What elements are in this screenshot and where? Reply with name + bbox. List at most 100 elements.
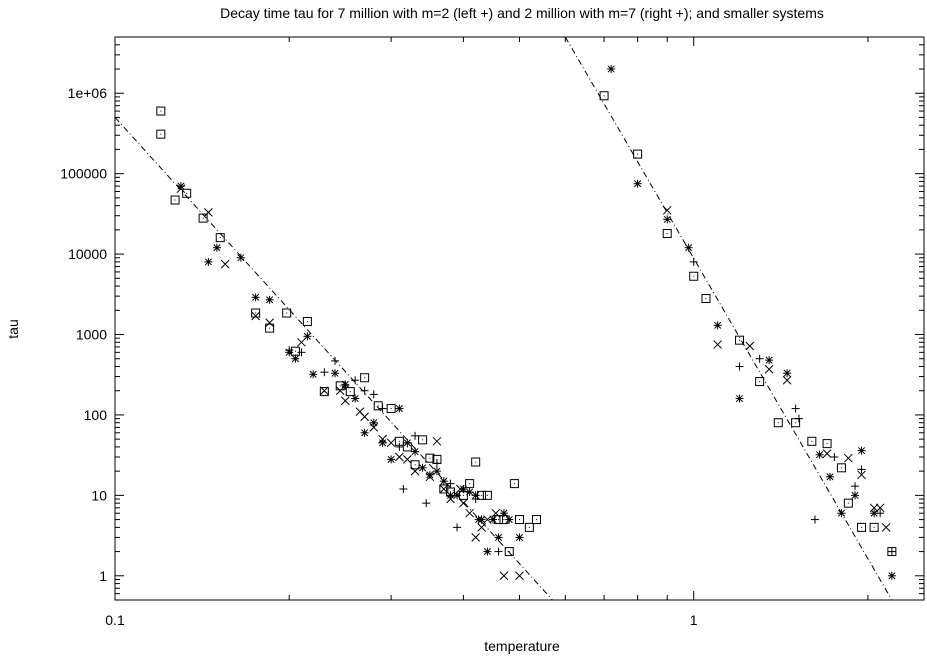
- data-point-star: [851, 491, 860, 500]
- data-point-square: [394, 436, 404, 446]
- data-point-square: [373, 401, 383, 411]
- data-point-square: [265, 323, 275, 333]
- data-point-plus: [395, 442, 404, 451]
- x-tick-label: 1: [690, 612, 698, 628]
- data-point-plus: [399, 484, 408, 493]
- y-tick-label: 10000: [68, 246, 107, 262]
- data-point-square: [504, 547, 514, 557]
- data-point-square: [482, 490, 492, 500]
- data-point-square: [465, 479, 475, 489]
- data-point-square: [735, 335, 745, 345]
- data-point-star: [477, 515, 486, 524]
- data-point-plus: [857, 465, 866, 474]
- data-point-star: [360, 428, 369, 437]
- data-point-square: [509, 479, 519, 489]
- data-point-cross: [432, 436, 442, 446]
- data-point-star: [265, 295, 274, 304]
- y-tick-label: 1e+06: [68, 85, 108, 101]
- data-point-cross: [204, 208, 213, 217]
- data-point-star: [765, 356, 774, 365]
- data-point-cross: [465, 508, 474, 518]
- data-point-star: [425, 470, 434, 479]
- data-point-plus: [791, 404, 800, 413]
- data-point-plus: [331, 356, 340, 365]
- data-point-cross: [881, 523, 891, 532]
- data-point-star: [411, 447, 420, 456]
- data-point-cross: [395, 452, 404, 462]
- data-point-square: [319, 387, 329, 397]
- data-point-square: [701, 294, 711, 304]
- data-point-star: [378, 438, 387, 447]
- data-point-cross: [515, 571, 524, 581]
- data-point-square: [662, 229, 672, 239]
- data-point-plus: [297, 348, 306, 357]
- data-point-cross: [713, 340, 723, 349]
- data-point-cross: [662, 205, 672, 215]
- data-point-square: [599, 91, 609, 101]
- y-tick-label: 100000: [60, 166, 107, 182]
- data-point-star: [837, 509, 846, 518]
- data-point-star: [826, 472, 835, 481]
- data-point-star: [783, 369, 792, 378]
- fit-line: [564, 36, 893, 601]
- data-point-star: [331, 369, 340, 378]
- data-point-square: [822, 439, 832, 449]
- data-point-square: [410, 460, 420, 470]
- data-point-square: [857, 522, 867, 532]
- data-point-square: [458, 490, 468, 500]
- data-point-square: [439, 484, 449, 494]
- data-point-square: [360, 373, 370, 383]
- data-point-square: [335, 381, 345, 391]
- data-point-cross: [499, 571, 509, 581]
- data-point-square: [156, 129, 166, 139]
- data-point-star: [489, 515, 498, 524]
- data-point-plus: [351, 376, 360, 385]
- data-point-cross: [297, 337, 306, 347]
- data-point-star: [446, 491, 455, 500]
- data-point-star: [309, 370, 318, 379]
- axis-ticks: 1 10 100 1000 10000 100000 1e+06 0.1 1: [60, 36, 924, 628]
- data-point-star: [387, 455, 396, 464]
- data-point-plus: [446, 479, 455, 488]
- data-point-square: [869, 522, 879, 532]
- data-point-star: [607, 65, 616, 74]
- data-point-square: [836, 463, 846, 473]
- data-point-cross: [402, 455, 412, 464]
- data-point-square: [345, 387, 355, 397]
- data-point-square: [843, 498, 853, 508]
- data-point-cross: [340, 396, 350, 406]
- data-point-square: [282, 308, 292, 318]
- data-point-plus: [755, 354, 764, 363]
- data-point-cross: [822, 449, 832, 459]
- data-point-star: [663, 215, 672, 224]
- data-point-plus: [851, 482, 860, 491]
- data-point-star: [713, 321, 722, 330]
- data-point-star: [351, 394, 360, 403]
- data-point-square: [499, 515, 509, 525]
- y-tick-label: 100: [84, 407, 108, 423]
- data-point-star: [505, 515, 514, 524]
- data-point-square: [773, 418, 783, 428]
- data-point-plus: [830, 452, 839, 461]
- data-point-square: [887, 547, 897, 557]
- data-point-square: [471, 457, 481, 467]
- data-point-square: [386, 404, 396, 414]
- data-point-star: [395, 404, 404, 413]
- data-point-cross: [265, 318, 274, 328]
- y-tick-label: 10: [91, 487, 107, 503]
- data-point-plus: [453, 523, 462, 532]
- data-point-square: [156, 106, 166, 116]
- data-point-cross: [220, 259, 230, 269]
- data-point-star: [176, 182, 185, 191]
- data-point-square: [755, 377, 765, 387]
- data-point-square: [182, 188, 192, 198]
- data-point-plus: [689, 257, 698, 266]
- data-point-star: [291, 354, 300, 363]
- data-point-star: [369, 418, 378, 427]
- y-tick-label: 1000: [76, 327, 107, 343]
- x-tick-label: 0.1: [105, 612, 125, 628]
- data-point-cross: [782, 375, 792, 385]
- data-point-plus: [360, 386, 369, 395]
- data-point-square: [425, 453, 435, 463]
